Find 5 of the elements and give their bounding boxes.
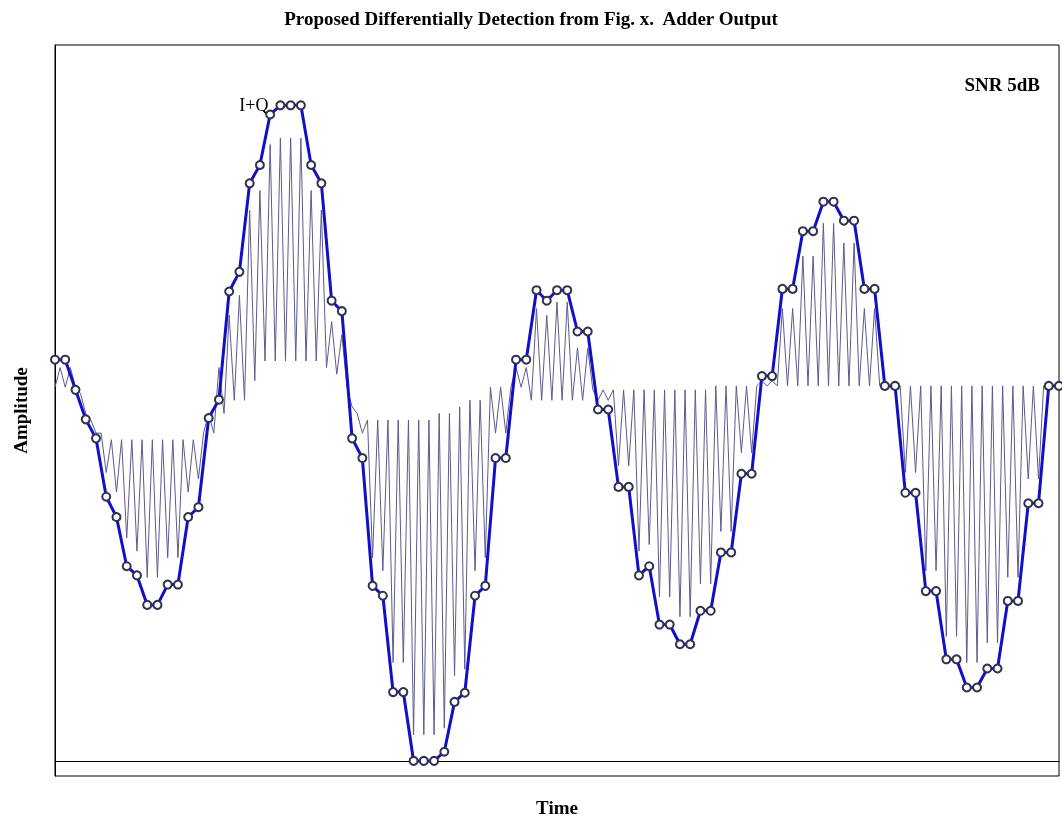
chart-title: Proposed Differentially Detection from Fig. x. Adder Output bbox=[284, 8, 779, 29]
annotation: I+Q bbox=[239, 95, 269, 116]
y-axis-title: Amplitude bbox=[10, 367, 31, 454]
x-axis-title: Time bbox=[536, 797, 578, 818]
text: SNR 5dB bbox=[964, 74, 1041, 95]
